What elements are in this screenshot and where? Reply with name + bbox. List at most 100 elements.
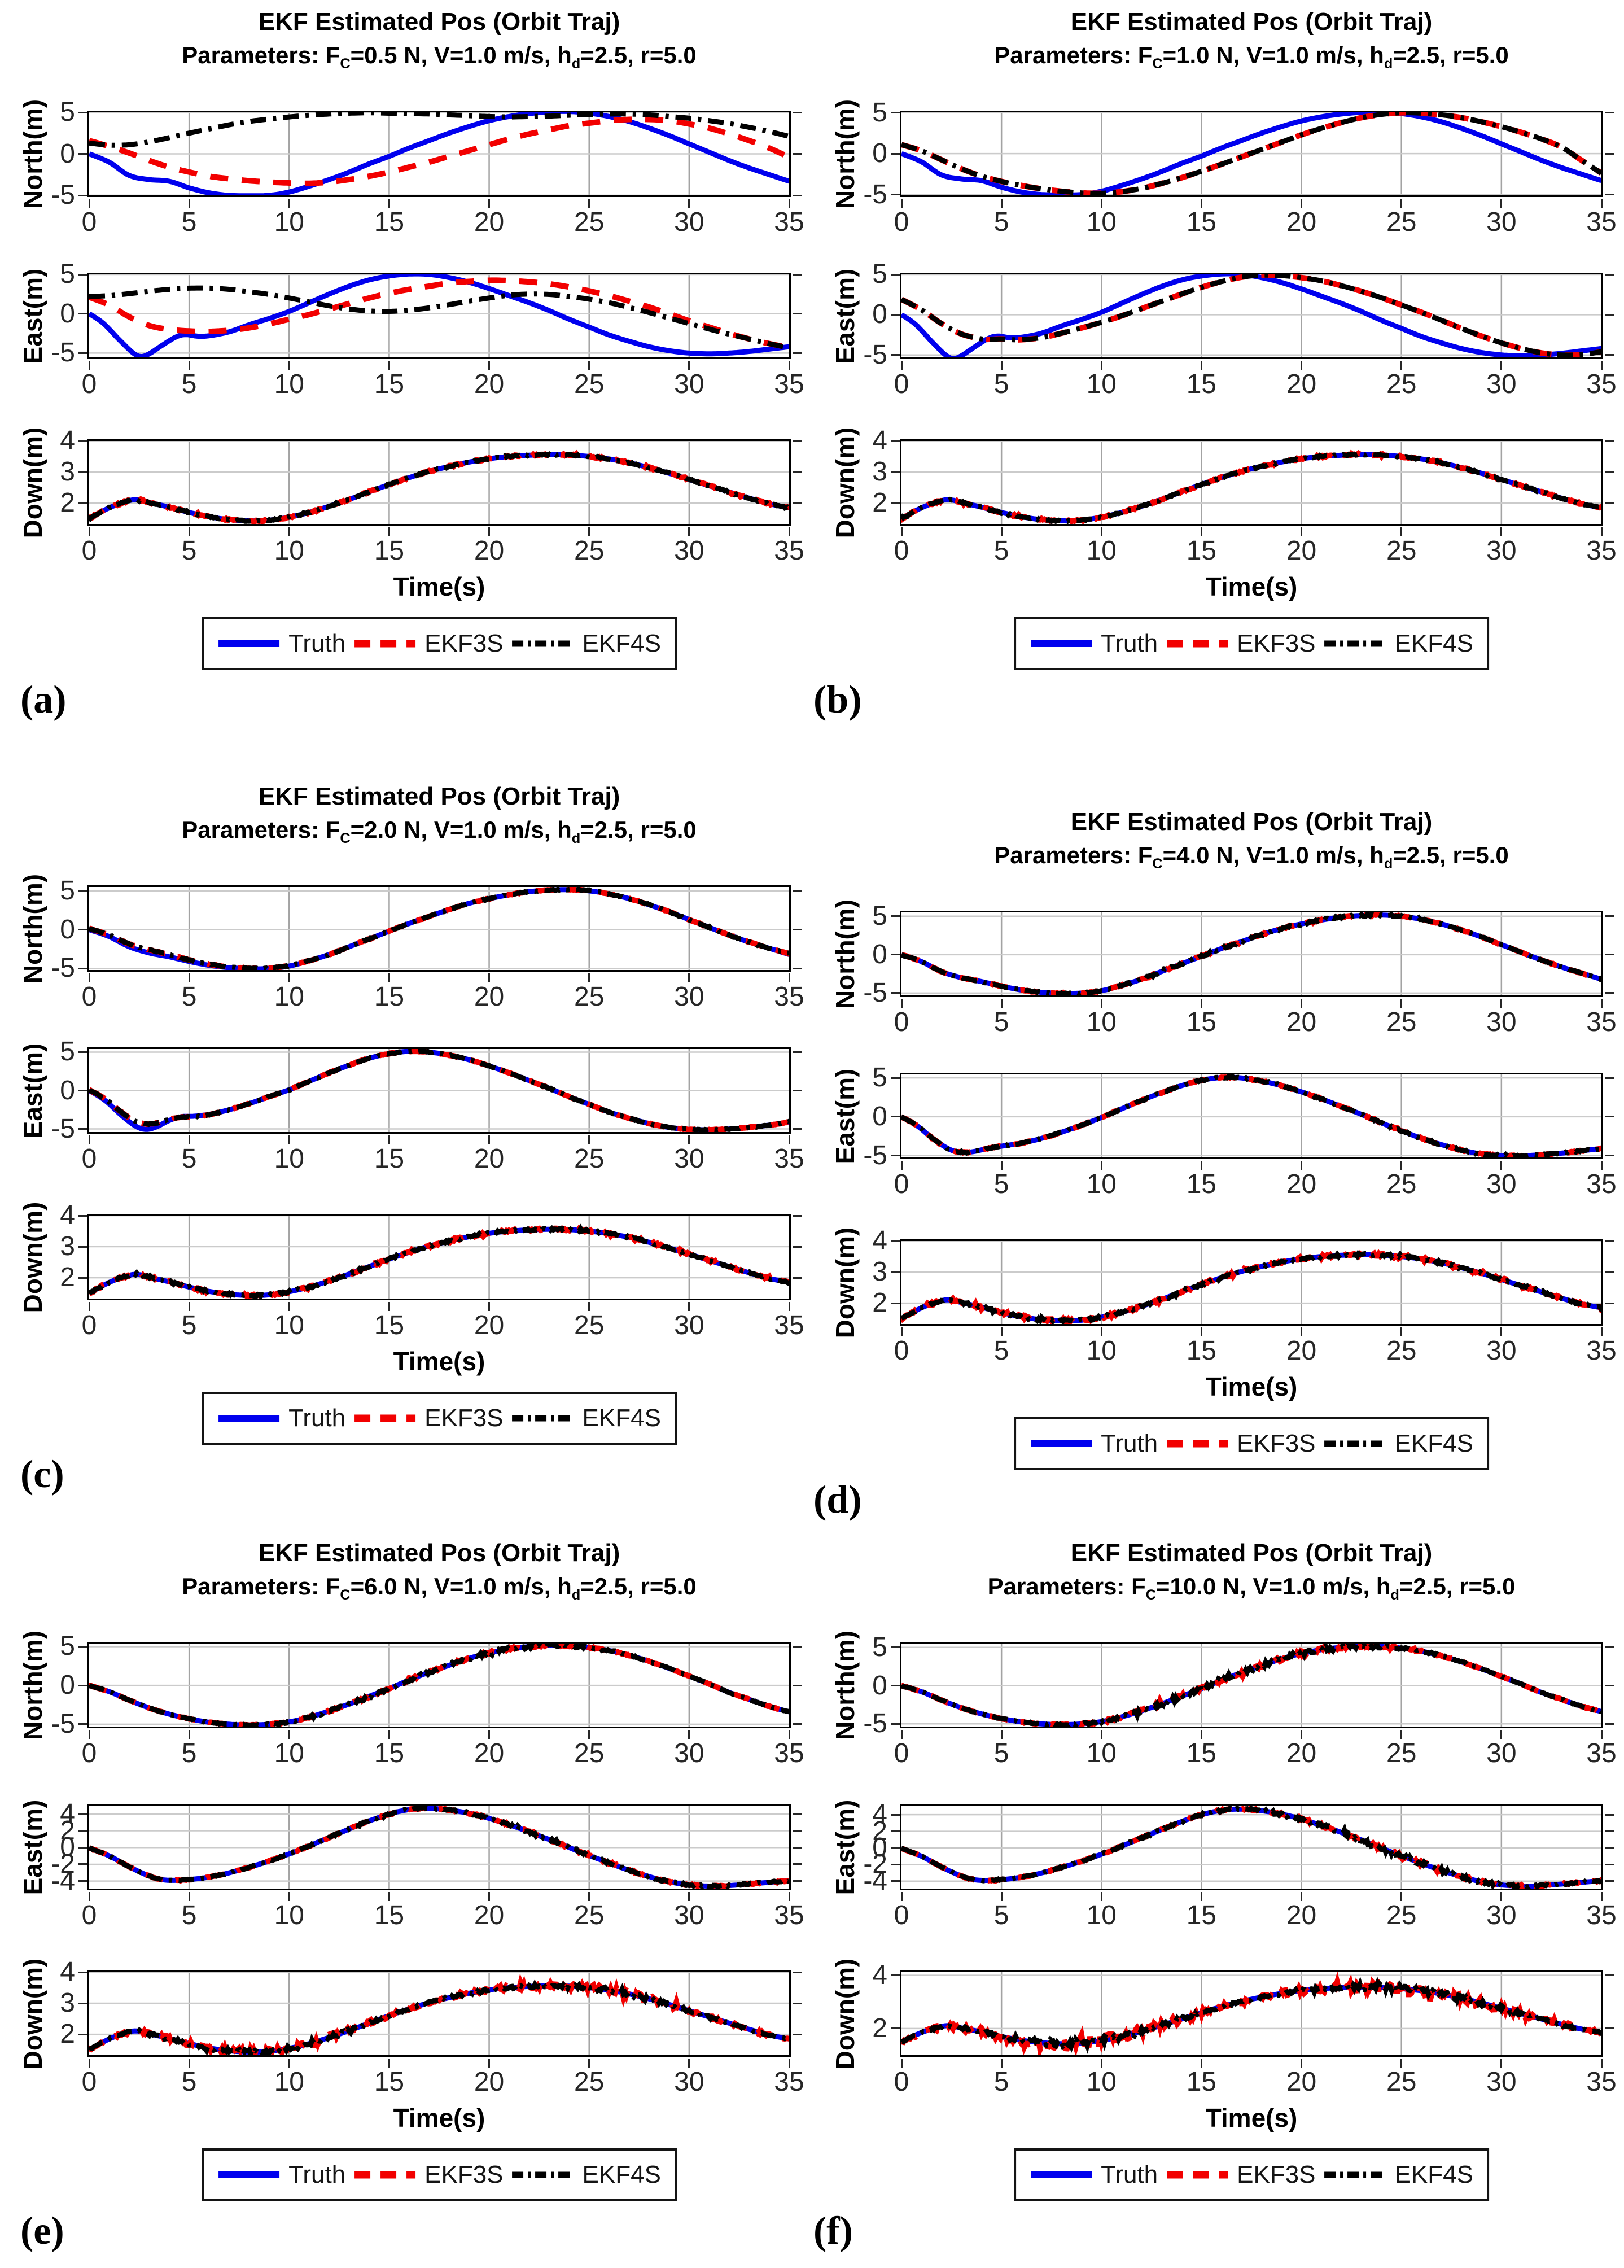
x-tick-mark [188,1892,190,1901]
x-tick-mark [1200,1327,1202,1336]
legend-box: Truth EKF3S EKF4S [202,1392,677,1445]
x-tick-mark [188,1730,190,1739]
x-tick-label: 5 [181,2067,197,2097]
y-tick-label: -5 [51,1708,75,1739]
y-tick-mark [1605,273,1614,276]
x-tick-mark [1600,199,1603,208]
y-tick-mark [891,502,900,504]
legend-line-ekf3s-icon [1167,1440,1228,1448]
x-tick-mark [188,2059,190,2068]
x-tick-mark [788,527,790,536]
x-tick-label: 15 [1186,1900,1217,1930]
panel-title: EKF Estimated Pos (Orbit Traj) [258,8,620,36]
x-tick-label: 15 [1186,1169,1217,1199]
plot-area-east [900,273,1603,359]
x-tick-mark [1200,527,1202,536]
series-truth [89,452,789,524]
x-tick-label: 35 [774,2067,804,2097]
x-tick-mark [788,199,790,208]
y-tick-mark [1605,1830,1614,1833]
x-tick-label: 10 [274,1738,304,1768]
y-tick-mark [793,1090,802,1091]
x-tick-mark [188,973,190,982]
x-tick-label: 10 [274,2067,304,2097]
x-tick-label: 20 [474,207,505,237]
x-tick-label: 25 [574,369,605,399]
panel-subtitle-segment: Parameters: F [994,42,1153,68]
x-axis-label: Time(s) [1205,2103,1298,2132]
y-tick-label: -2 [863,1849,887,1880]
panel-subtitle-segment: d [571,830,581,846]
x-tick-label: 35 [774,1310,804,1340]
y-tick-mark [1605,1880,1614,1882]
x-tick-mark [1500,1327,1503,1336]
panel-subtitle-segment: =4.0 N, V=1.0 m/s, h [1162,842,1384,868]
x-tick-mark [388,1730,390,1739]
x-tick-label: 20 [1286,1336,1317,1366]
y-tick-mark [793,111,802,113]
x-tick-mark [1200,199,1202,208]
x-tick-label: 15 [374,369,405,399]
y-tick-mark [793,2002,802,2004]
x-tick-mark [1301,2059,1303,2068]
y-tick-label: 0 [872,1670,887,1701]
x-tick-label: 30 [674,536,704,566]
x-tick-label: 15 [1186,2067,1217,2097]
x-tick-mark [1400,1892,1403,1901]
plot-area-east [87,1047,791,1134]
panel-subtitle-segment: =2.5, r=5.0 [580,42,697,68]
x-tick-mark [788,1135,790,1144]
x-tick-mark [1500,361,1503,370]
panel-subtitle-segment: d [1390,1587,1399,1603]
plot-area-east [900,1804,1603,1890]
x-tick-label: 20 [1286,1738,1317,1768]
series-ekf4s [901,274,1601,357]
x-tick-label: 25 [1386,2067,1417,2097]
plot-area-down [87,439,791,526]
y-tick-label: -4 [863,1865,887,1896]
legend-line-ekf3s-icon [354,640,416,648]
x-tick-mark [588,199,590,208]
x-tick-mark [1100,1892,1102,1901]
y-tick-mark [891,440,900,442]
y-tick-label: 5 [60,259,75,289]
legend-label-ekf4s: EKF4S [1394,630,1473,657]
panel-c: EKF Estimated Pos (Orbit Traj) Parameters… [0,775,812,1514]
legend-line-truth-icon [218,640,280,647]
legend-line-truth-icon [1031,1440,1092,1447]
y-tick-mark [891,1116,900,1118]
y-tick-mark [793,2033,802,2035]
x-tick-mark [1200,1730,1202,1739]
x-axis-label: Time(s) [393,572,485,601]
panel-subtitle-segment: C [340,55,351,72]
x-tick-mark [488,1135,491,1144]
y-tick-mark [793,1051,802,1053]
plot-area-down [900,1970,1603,2057]
y-tick-mark [1605,1646,1614,1649]
x-tick-mark [1400,1161,1403,1170]
y-tick-mark [78,502,87,504]
y-tick-label: -5 [863,1140,887,1170]
x-tick-label: 35 [1586,1007,1617,1037]
legend-line-ekf4s-icon [512,2171,574,2178]
legend-box: Truth EKF3S EKF4S [1014,617,1489,670]
y-tick-mark [1605,1116,1614,1118]
y-tick-mark [78,194,87,196]
x-tick-mark [1200,1892,1202,1901]
x-tick-mark [188,1135,190,1144]
x-tick-mark [1600,527,1603,536]
series-ekf4s [89,1978,789,2055]
x-tick-label: 15 [374,536,405,566]
x-tick-mark [288,2059,290,2068]
x-tick-mark [1200,361,1202,370]
y-tick-label: 5 [60,875,75,906]
panel-subtitle-segment: =10.0 N, V=1.0 m/s, h [1155,1573,1391,1600]
legend-line-ekf3s-icon [354,2171,416,2179]
panel-f: EKF Estimated Pos (Orbit Traj) Parameters… [812,1531,1624,2268]
x-tick-label: 10 [274,1900,304,1930]
series-ekf4s [901,1249,1601,1324]
x-tick-mark [488,527,491,536]
x-tick-label: 10 [1086,207,1117,237]
x-tick-label: 5 [181,1900,197,1930]
